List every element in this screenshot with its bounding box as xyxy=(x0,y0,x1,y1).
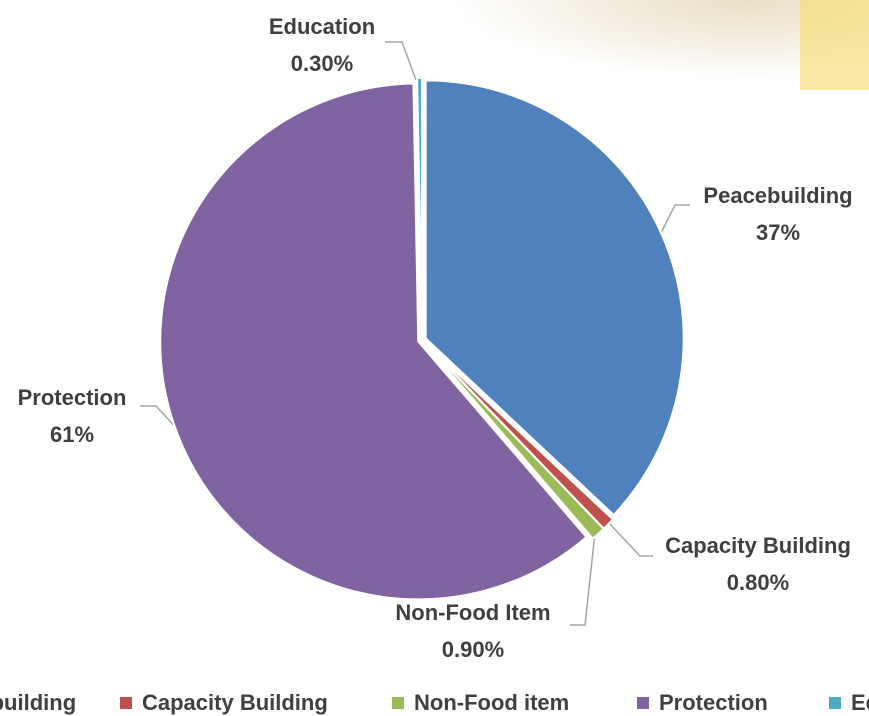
legend-swatch xyxy=(120,697,132,709)
data-label-value: 0.90% xyxy=(442,637,504,662)
legend-swatch xyxy=(829,697,841,709)
legend-label: Education xyxy=(851,690,869,715)
data-label-name: Capacity Building xyxy=(665,533,851,558)
leader-line xyxy=(660,205,690,235)
data-label-value: 0.80% xyxy=(727,570,789,595)
legend-swatch xyxy=(392,697,404,709)
data-label-value: 0.30% xyxy=(291,51,353,76)
leader-line xyxy=(608,522,653,556)
data-label-name: Education xyxy=(269,14,375,39)
data-label-value: 61% xyxy=(50,422,94,447)
legend-label: Capacity Building xyxy=(142,690,328,715)
data-label-name: Non-Food Item xyxy=(395,600,550,625)
chart: Peacebuilding 37% Capacity Building 0.80% No… xyxy=(0,0,869,716)
legend-label: Peacebuilding xyxy=(0,690,76,715)
legend-label: Protection xyxy=(659,690,768,715)
legend-swatch xyxy=(637,697,649,709)
data-label-value: 37% xyxy=(756,220,800,245)
data-label-name: Peacebuilding xyxy=(703,183,852,208)
background-photo-detail xyxy=(800,0,869,90)
page: {"chart_data": {"type": "pie", "categori… xyxy=(0,0,869,716)
legend-label: Non-Food item xyxy=(414,690,569,715)
data-label-name: Protection xyxy=(18,385,127,410)
